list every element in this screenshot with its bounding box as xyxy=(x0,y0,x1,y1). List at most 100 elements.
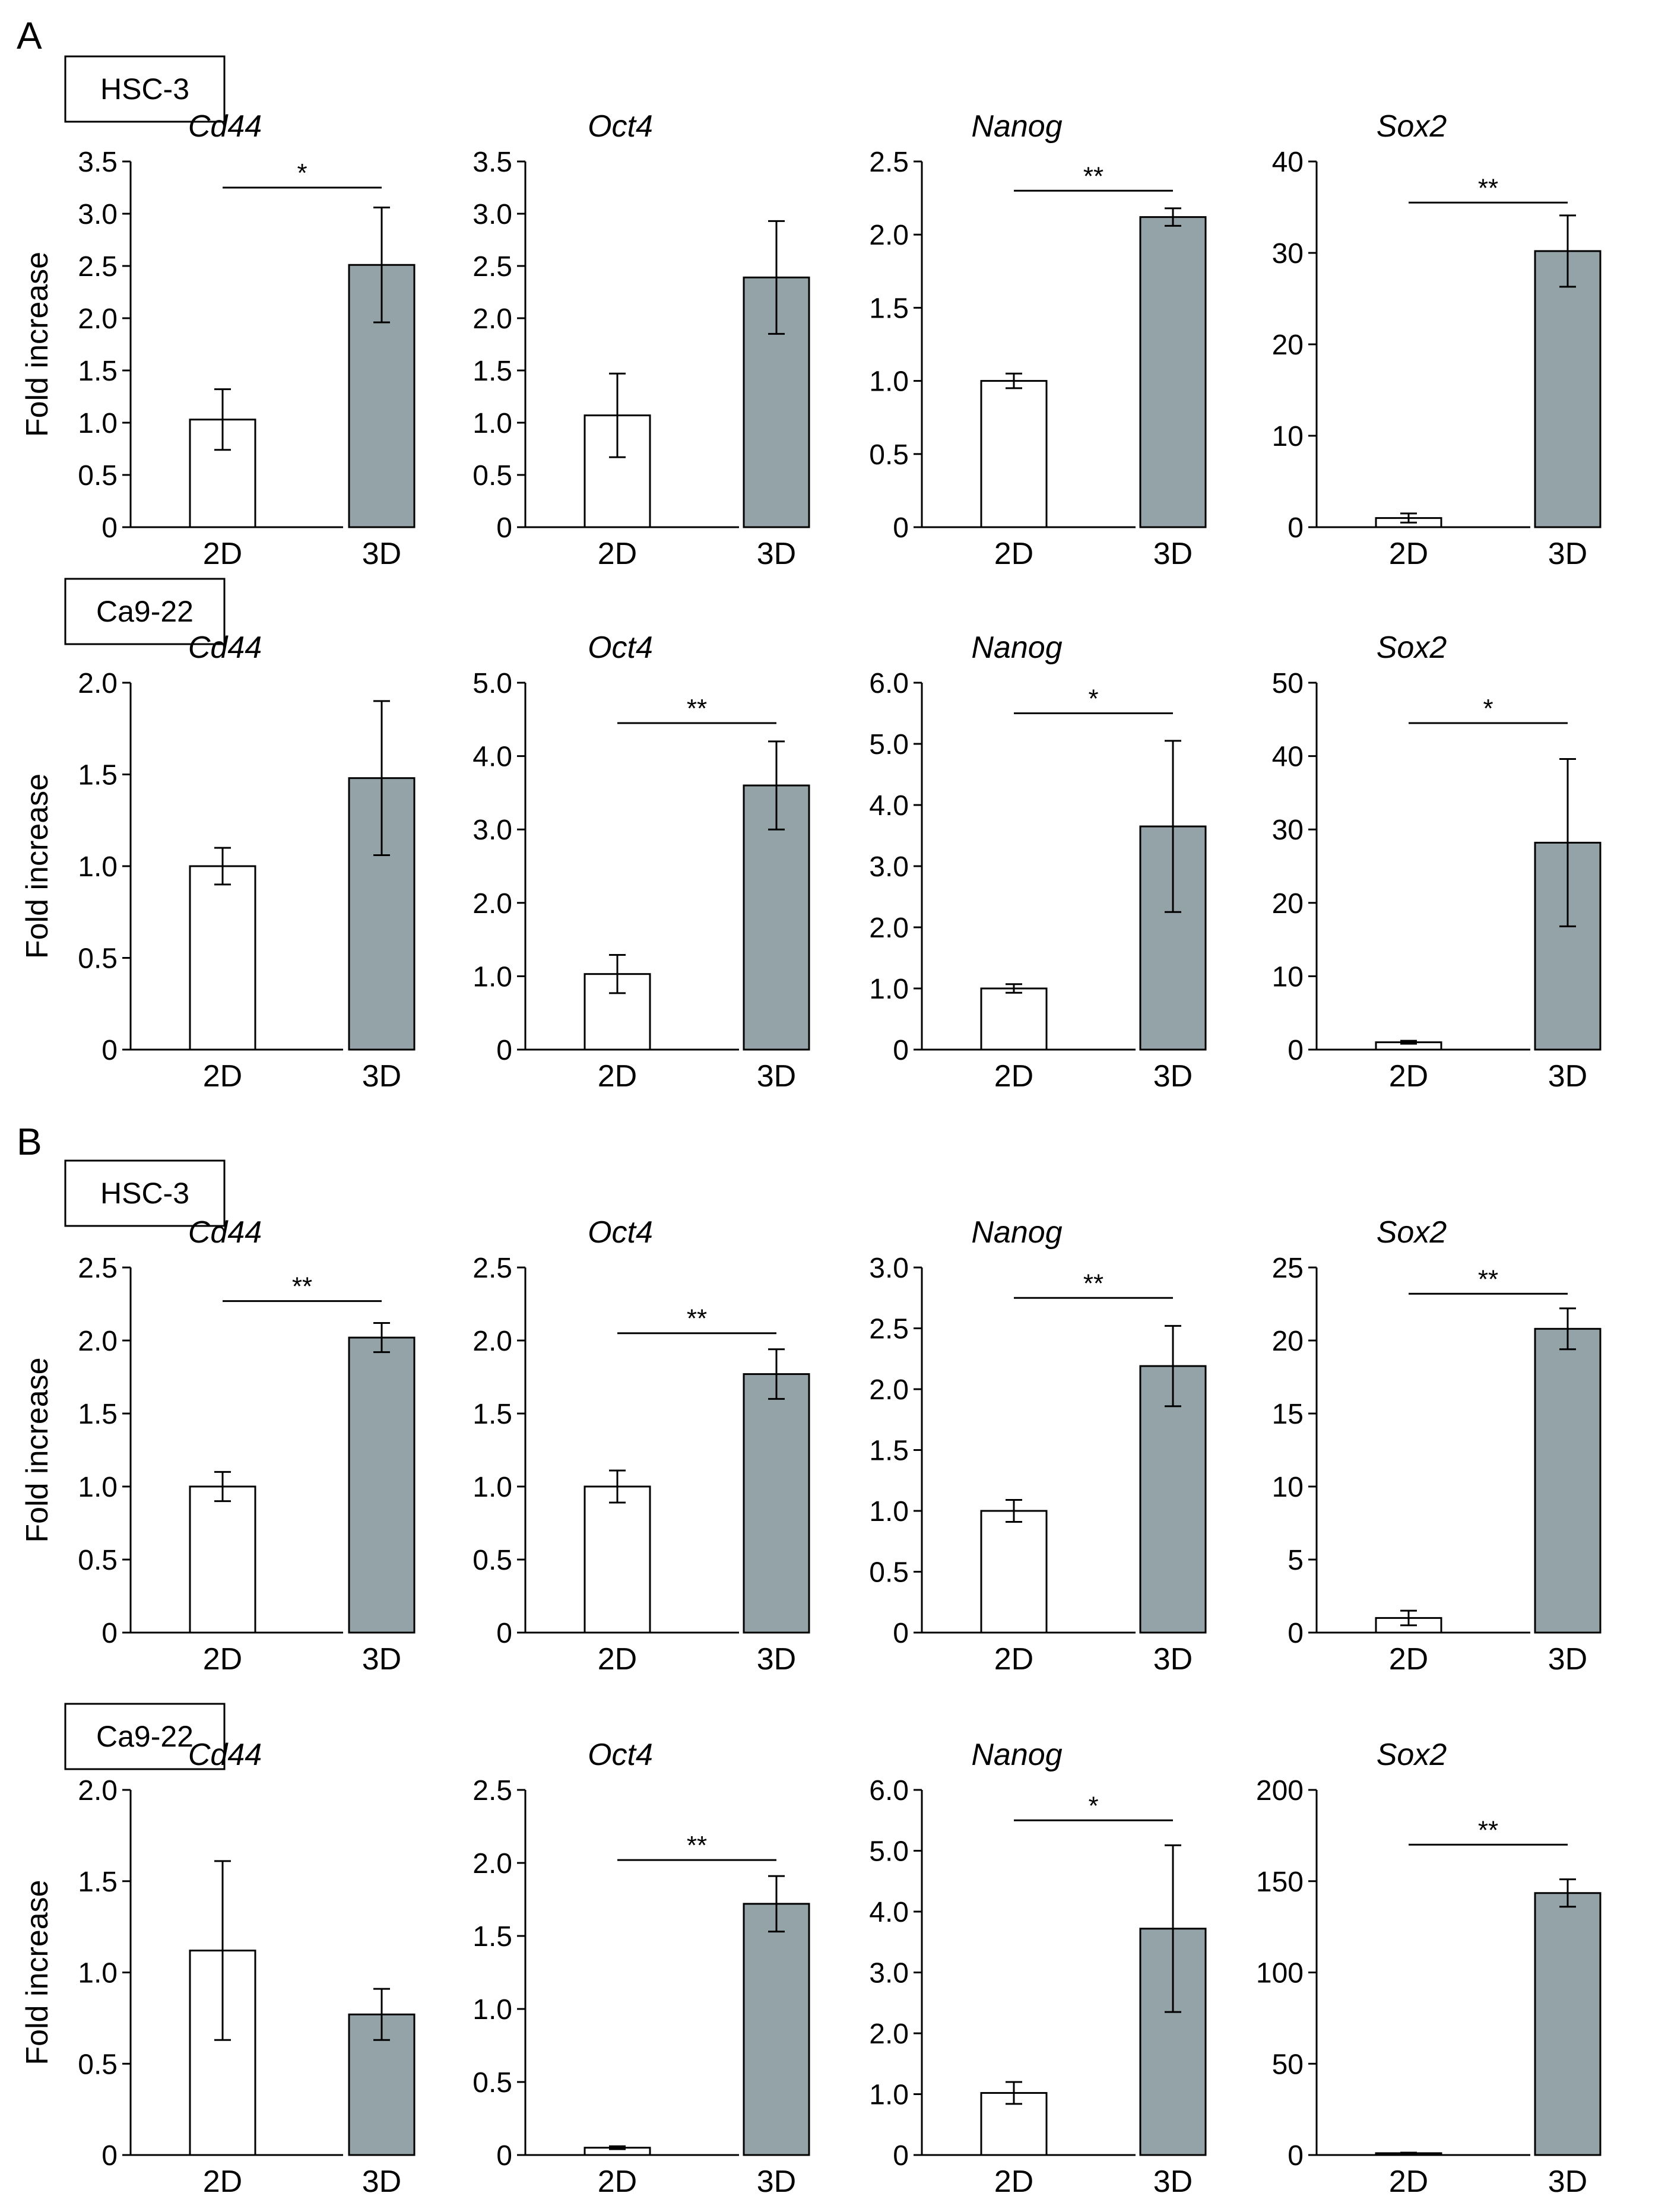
y-tick-label: 3.0 xyxy=(869,851,909,883)
y-tick-label: 0.5 xyxy=(78,460,118,492)
y-tick-label: 1.0 xyxy=(78,851,118,883)
y-tick-label: 0 xyxy=(102,512,118,544)
significance-marker: * xyxy=(297,159,307,188)
y-tick-label: 1.5 xyxy=(78,1399,118,1430)
y-tick-label: 2.5 xyxy=(869,1314,909,1345)
y-tick-label: 25 xyxy=(1272,1253,1304,1284)
x-category-label: 3D xyxy=(757,1059,796,1094)
chart-title: Oct4 xyxy=(588,630,653,665)
x-category-label: 2D xyxy=(1389,1642,1428,1677)
y-axis-label: Fold increase xyxy=(20,252,55,437)
y-tick-label: 4.0 xyxy=(869,1897,909,1928)
y-tick-label: 0 xyxy=(893,512,909,544)
y-tick-label: 2.5 xyxy=(78,251,118,283)
y-tick-label: 1.5 xyxy=(78,356,118,387)
significance-marker: ** xyxy=(687,1831,707,1860)
x-category-label: 3D xyxy=(1153,537,1193,571)
cell-line-label: HSC-3 xyxy=(100,72,189,106)
chart-title: Cd44 xyxy=(188,1215,262,1250)
x-category-label: 2D xyxy=(598,2165,637,2199)
significance-marker: ** xyxy=(1478,1265,1498,1294)
y-tick-label: 2.0 xyxy=(473,1326,512,1357)
y-tick-label: 20 xyxy=(1272,888,1304,920)
chart-title: Cd44 xyxy=(188,109,262,144)
significance-marker: * xyxy=(1088,1791,1098,1820)
significance-marker: ** xyxy=(1478,1815,1498,1845)
y-tick-label: 2.0 xyxy=(869,1374,909,1406)
x-category-label: 2D xyxy=(1389,1059,1428,1094)
y-tick-label: 3.5 xyxy=(473,147,512,178)
x-category-label: 2D xyxy=(1389,537,1428,571)
y-tick-label: 6.0 xyxy=(869,668,909,699)
significance-marker: ** xyxy=(687,694,707,723)
y-tick-label: 4.0 xyxy=(869,790,909,822)
y-tick-label: 5.0 xyxy=(869,729,909,760)
cell-line-label: Ca9-22 xyxy=(96,1720,194,1753)
y-tick-label: 2.5 xyxy=(869,147,909,178)
y-tick-label: 1.5 xyxy=(78,760,118,791)
x-category-label: 2D xyxy=(598,1642,637,1677)
chart-title: Oct4 xyxy=(588,1215,653,1250)
chart-title: Nanog xyxy=(971,1215,1062,1250)
x-category-label: 3D xyxy=(1548,537,1587,571)
cell-line-label: Ca9-22 xyxy=(96,595,194,628)
x-category-label: 3D xyxy=(757,2165,796,2199)
chart-title: Sox2 xyxy=(1377,109,1447,144)
significance-marker: ** xyxy=(687,1304,707,1333)
bar xyxy=(743,1373,810,1634)
y-tick-label: 1.5 xyxy=(473,356,512,387)
y-tick-label: 0.5 xyxy=(78,943,118,975)
y-tick-label: 10 xyxy=(1272,421,1304,452)
chart-title: Sox2 xyxy=(1377,1215,1447,1250)
y-tick-label: 1.0 xyxy=(78,1472,118,1503)
cell-line-box xyxy=(64,1159,226,1227)
x-category-label: 3D xyxy=(1153,1642,1193,1677)
y-tick-label: 0 xyxy=(496,512,512,544)
bar xyxy=(980,987,1048,1051)
y-tick-label: 0.5 xyxy=(473,2067,512,2099)
x-category-label: 2D xyxy=(203,537,242,571)
bar xyxy=(1139,1365,1207,1634)
chart-title: Cd44 xyxy=(188,1738,262,1772)
y-tick-label: 2.0 xyxy=(78,303,118,335)
chart-title: Sox2 xyxy=(1377,630,1447,665)
x-category-label: 3D xyxy=(1548,1059,1587,1094)
y-tick-label: 2.0 xyxy=(78,668,118,699)
y-tick-label: 1.0 xyxy=(78,1958,118,1989)
chart-title: Nanog xyxy=(971,630,1062,665)
bar xyxy=(584,1485,651,1634)
bar xyxy=(1139,1928,1207,2156)
y-tick-label: 0 xyxy=(893,1618,909,1649)
y-tick-label: 0 xyxy=(1288,512,1304,544)
chart-title: Nanog xyxy=(971,109,1062,144)
y-tick-label: 3.0 xyxy=(78,199,118,230)
chart-title: Cd44 xyxy=(188,630,262,665)
y-tick-label: 2.5 xyxy=(473,251,512,283)
y-tick-label: 5.0 xyxy=(473,668,512,699)
y-tick-label: 0.5 xyxy=(78,2049,118,2080)
x-category-label: 2D xyxy=(203,1642,242,1677)
y-tick-label: 0 xyxy=(102,1035,118,1066)
x-category-label: 2D xyxy=(598,1059,637,1094)
cell-line-label: HSC-3 xyxy=(100,1177,189,1210)
y-tick-label: 1.5 xyxy=(78,1866,118,1898)
y-tick-label: 15 xyxy=(1272,1399,1304,1430)
y-tick-label: 150 xyxy=(1256,1866,1304,1898)
significance-marker: * xyxy=(1088,684,1098,714)
y-tick-label: 30 xyxy=(1272,815,1304,846)
y-tick-label: 5 xyxy=(1288,1545,1304,1576)
y-tick-label: 1.0 xyxy=(869,366,909,398)
cell-line-box xyxy=(64,1703,226,1770)
x-category-label: 2D xyxy=(203,1059,242,1094)
y-tick-label: 3.5 xyxy=(78,147,118,178)
y-tick-label: 1.5 xyxy=(869,1435,909,1467)
y-axis-label: Fold increase xyxy=(20,1357,55,1542)
x-category-label: 3D xyxy=(362,2165,401,2199)
bar xyxy=(980,1510,1048,1634)
y-tick-label: 2.0 xyxy=(869,912,909,944)
y-tick-label: 1.0 xyxy=(78,408,118,439)
y-tick-label: 3.0 xyxy=(473,199,512,230)
y-axis-label: Fold increase xyxy=(20,774,55,959)
y-axis-label: Fold increase xyxy=(20,1880,55,2065)
y-tick-label: 1.5 xyxy=(869,293,909,324)
